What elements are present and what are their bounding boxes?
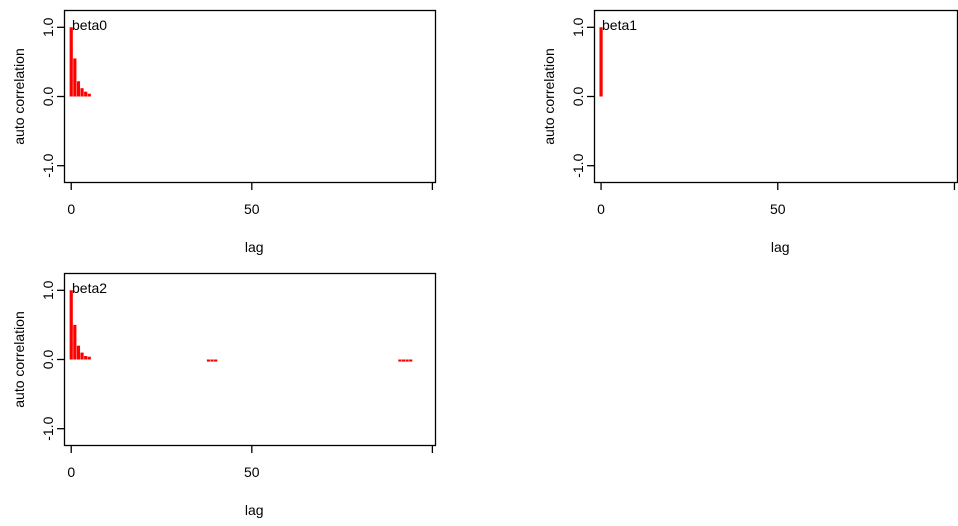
x-axis-title: lag [245,239,264,255]
x-axis-title: lag [245,502,264,518]
acf-panel-beta0: beta0 0 50 -1.0 0.0 1.0 lag auto correlation [11,9,437,255]
y-tick-label: -1.0 [40,153,56,177]
x-tick-label: 50 [244,464,260,480]
plot-frame [63,272,437,447]
y-axis-title: auto correlation [541,48,557,145]
y-tick-label: -1.0 [570,153,586,177]
acf-panel-beta1: beta1 0 50 -1.0 0.0 1.0 lag auto correlation [541,9,958,255]
acf-panel-beta2: beta2 0 50 -1.0 0.0 1.0 lag auto correlation [11,272,437,518]
y-axis-title: auto correlation [11,311,27,408]
y-axis-title: auto correlation [11,48,27,145]
y-tick-label: 0.0 [40,350,56,370]
plot-frame [63,9,437,184]
panel-title: beta2 [72,280,107,296]
panel-title: beta0 [72,17,107,33]
plot-frame [593,9,958,184]
y-tick-label: -1.0 [40,416,56,440]
x-tick-label: 50 [244,201,260,217]
x-tick-label: 50 [770,201,786,217]
y-tick-label: 0.0 [570,87,586,107]
x-tick-label: 0 [597,201,605,217]
x-axis-title: lag [771,239,790,255]
y-tick-label: 1.0 [40,17,56,37]
y-tick-label: 0.0 [40,87,56,107]
x-tick-label: 0 [67,464,75,480]
y-tick-label: 1.0 [570,17,586,37]
panel-title: beta1 [602,17,637,33]
x-tick-label: 0 [67,201,75,217]
y-tick-label: 1.0 [40,280,56,300]
